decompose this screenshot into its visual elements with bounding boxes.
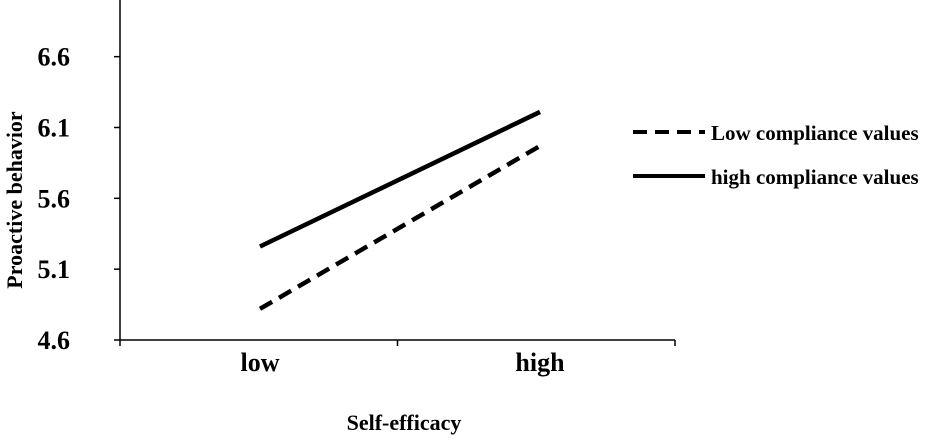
y-axis-title: Proactive behavior <box>2 111 27 289</box>
x-categories: low high <box>241 348 566 377</box>
series-lines <box>258 109 542 311</box>
x-category-label: high <box>515 348 565 377</box>
y-ticks: 4.6 5.1 5.6 6.1 6.6 <box>38 43 120 355</box>
series-line-low-compliance <box>258 143 542 311</box>
x-axis-title: Self-efficacy <box>347 410 462 435</box>
y-tick-label: 6.6 <box>38 43 71 72</box>
y-tick-label: 6.1 <box>38 114 71 143</box>
legend: Low compliance values high compliance va… <box>633 121 919 189</box>
legend-label-high-compliance: high compliance values <box>711 165 919 189</box>
x-category-label: low <box>241 348 280 377</box>
legend-label-low-compliance: Low compliance values <box>711 121 919 145</box>
y-tick-label: 5.1 <box>38 255 71 284</box>
y-tick-label: 5.6 <box>38 184 71 213</box>
y-tick-label: 4.6 <box>38 326 71 355</box>
series-line-high-compliance <box>259 109 541 249</box>
axes <box>119 0 676 346</box>
